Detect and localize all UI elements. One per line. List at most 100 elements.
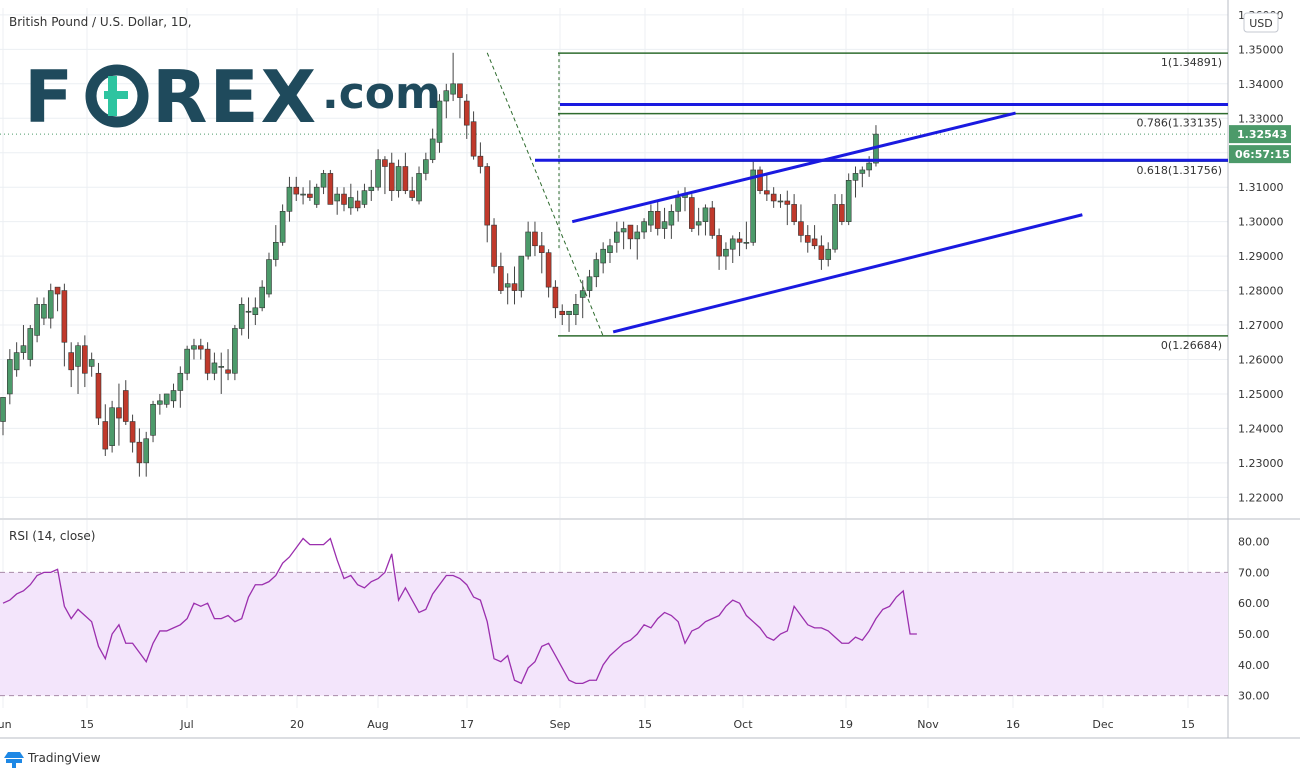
time-tick-label: 15	[1181, 718, 1195, 731]
time-tick-label: 15	[80, 718, 94, 731]
tradingview-logo: TradingView	[4, 751, 101, 768]
candle-body	[798, 221, 804, 236]
candle-body	[593, 259, 600, 278]
candle-body	[184, 348, 190, 374]
candle-body	[484, 166, 491, 226]
candle-body	[525, 231, 531, 257]
time-tick-label: Jun	[0, 718, 12, 731]
candle-body	[450, 83, 456, 95]
price-tick-label: 1.26000	[1238, 353, 1284, 366]
candle-body	[634, 231, 641, 240]
logo-suffix: .com	[322, 68, 441, 119]
candle-body	[852, 173, 859, 181]
candle-body	[150, 403, 156, 436]
candle-body	[791, 204, 797, 222]
candle-body	[716, 235, 722, 257]
channel	[571, 111, 1083, 334]
candle-body	[641, 221, 647, 233]
candle-body	[777, 200, 784, 203]
rsi-tick-label: 30.00	[1238, 690, 1270, 703]
candle-body	[750, 169, 757, 243]
rsi-tick-label: 60.00	[1238, 597, 1270, 610]
candle-body	[402, 166, 409, 191]
candle-body	[47, 290, 54, 319]
candle-body	[695, 221, 702, 226]
candle-body	[518, 255, 525, 291]
candle-body	[395, 166, 402, 191]
candle-body	[648, 211, 654, 226]
candle-body	[300, 193, 306, 196]
price-tick-label: 1.35000	[1238, 43, 1284, 56]
candle-body	[511, 283, 518, 291]
candle-body	[770, 193, 777, 202]
time-tick-label: 15	[638, 718, 652, 731]
candle-body	[341, 193, 347, 205]
candle-body	[320, 173, 327, 188]
candle-body	[211, 362, 218, 374]
rsi-band	[0, 572, 1228, 696]
candle-body	[20, 345, 27, 353]
candle-body	[429, 138, 436, 160]
candle-body	[811, 238, 818, 247]
candle-body	[627, 224, 634, 240]
rsi-tick-label: 70.00	[1238, 566, 1270, 579]
price-tick-label: 1.27000	[1238, 319, 1284, 332]
candle-body	[225, 369, 231, 374]
candle-body	[293, 186, 300, 195]
candle-body	[654, 211, 661, 229]
candle-body	[0, 397, 6, 422]
candle-body	[163, 393, 170, 405]
price-tag	[1229, 125, 1291, 144]
candle-body	[825, 248, 832, 260]
price-axis: 1.22000 1.23000 1.24000 1.25000 1.26000 1.270…	[1238, 9, 1284, 504]
candle-body	[729, 238, 736, 250]
currency-button[interactable]: USD	[1243, 12, 1279, 33]
candle-body	[266, 259, 272, 295]
candle-body	[307, 193, 313, 198]
candle-body	[334, 193, 340, 202]
candle-body	[545, 252, 552, 288]
logo-letters-rex: REX	[152, 55, 318, 139]
currency-button-label: USD	[1249, 17, 1273, 30]
time-tick-label: Oct	[733, 718, 753, 731]
candle-body	[197, 345, 204, 350]
candle-body	[13, 352, 20, 371]
logo-coin-bar	[104, 91, 128, 99]
time-tick-label: Sep	[550, 718, 571, 731]
candle-body	[88, 359, 95, 367]
candle-body	[388, 162, 395, 191]
candle-body	[204, 348, 211, 374]
tradingview-icon	[6, 759, 22, 768]
candle-body	[600, 248, 606, 264]
candle-body	[538, 245, 545, 253]
candle-body	[743, 242, 750, 244]
time-axis: Jun 15 Jul 20 Aug 17 Sep 15 Oct 19 Nov 16 Dec 15	[0, 718, 1195, 731]
candle-body	[82, 345, 88, 374]
rsi-pane: RSI (14, close) 30.00 40.00 50.00 60.00 70.00…	[0, 529, 1270, 703]
fib-label: 0.786(1.33135)	[1136, 117, 1222, 130]
candle-body	[102, 421, 109, 450]
candle-body	[382, 159, 388, 167]
tradingview-label: TradingView	[27, 751, 101, 765]
candle-body	[491, 224, 497, 267]
candle-body	[368, 186, 375, 191]
candle-body	[504, 283, 511, 288]
candle-body	[620, 228, 627, 233]
candle-body	[859, 169, 866, 174]
logo-coin-icon	[85, 64, 149, 128]
candle-body	[423, 159, 429, 174]
candle-body	[116, 407, 122, 419]
channel-upper	[571, 111, 1016, 224]
candle-body	[157, 400, 163, 405]
rsi-tick-label: 50.00	[1238, 628, 1270, 641]
candle-body	[498, 266, 504, 291]
currency-button-frame[interactable]	[1243, 12, 1279, 33]
candle-body	[259, 286, 265, 309]
candle-body	[573, 304, 579, 315]
candle-body	[443, 90, 450, 102]
grid	[0, 8, 1228, 708]
candle-body	[668, 211, 675, 226]
candle-body	[54, 286, 61, 295]
candle-body	[532, 231, 538, 247]
candle-body	[702, 207, 709, 222]
